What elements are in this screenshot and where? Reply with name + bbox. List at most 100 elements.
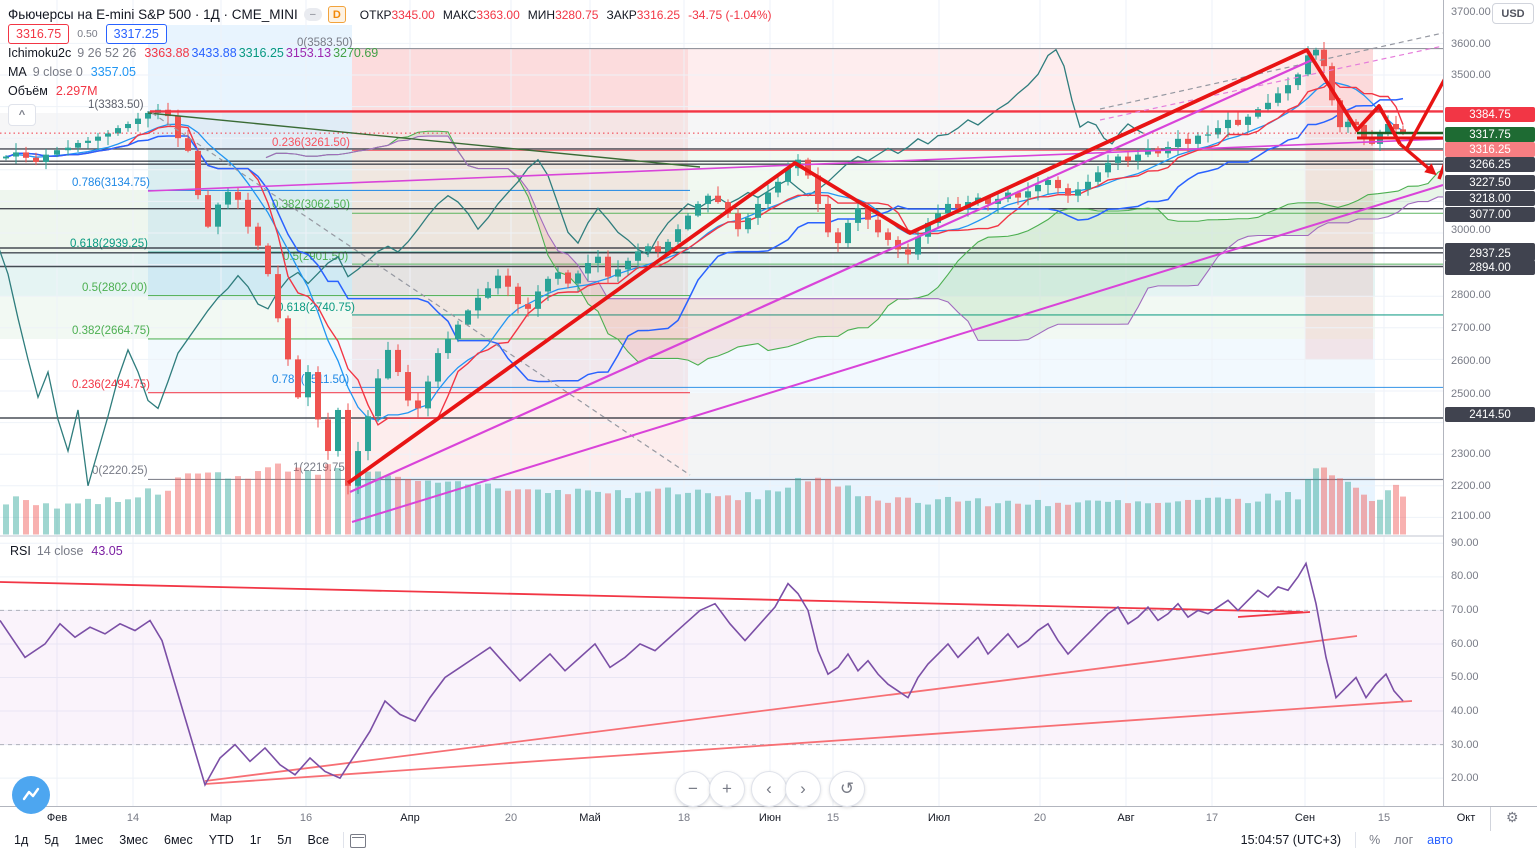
price-tick: 3600.00	[1451, 38, 1491, 50]
svg-text:0.618(2939.25): 0.618(2939.25)	[70, 238, 148, 250]
time-tick: Мар	[210, 812, 232, 824]
price-tick: 20.00	[1451, 772, 1479, 784]
time-tick: 17	[1205, 812, 1219, 824]
range-ytd[interactable]: YTD	[208, 833, 234, 847]
interval-badge[interactable]: D	[327, 6, 346, 23]
percent-scale-button[interactable]: %	[1369, 833, 1381, 847]
price-label-chip: 3266.25	[1445, 157, 1535, 172]
range-5d[interactable]: 5д	[44, 833, 59, 847]
reset-button[interactable]: ↺	[829, 771, 865, 807]
price-label-chip: 3317.75	[1445, 127, 1535, 142]
currency-button[interactable]: USD	[1492, 3, 1534, 24]
clock-label[interactable]: 15:04:57 (UTC+3)	[1240, 833, 1342, 847]
gear-icon[interactable]: ⚙	[1506, 809, 1519, 825]
price-tick: 60.00	[1451, 638, 1479, 650]
calendar-icon[interactable]	[350, 834, 367, 848]
price-tick: 2300.00	[1451, 448, 1491, 460]
time-tick: 15	[826, 812, 840, 824]
rsi-pane	[0, 561, 1443, 787]
time-axis[interactable]: ⚙ Фев 14 Мар 16 Апр 20 Май 18 Июн 15 Июл 20 Авг 17 Сен…	[0, 806, 1537, 832]
tradingview-logo[interactable]	[12, 776, 50, 814]
price-tick: 2600.00	[1451, 355, 1491, 367]
scroll-left-button[interactable]: ‹	[751, 771, 787, 807]
time-tick: Авг	[1117, 812, 1135, 824]
rsi-args: 14 close	[36, 543, 84, 558]
ichimoku-values: 3363.88 3433.88 3316.25 3153.13 3270.69	[142, 44, 378, 62]
ohlc-label: ОТКР	[359, 7, 392, 22]
time-tick: Май	[579, 812, 601, 824]
buy-button[interactable]: 3317.25	[105, 23, 167, 44]
time-tick: Сен	[1294, 812, 1316, 824]
range-3m[interactable]: 3мес	[119, 833, 148, 847]
time-tick: 20	[504, 812, 518, 824]
ohlc-value: 3363.00	[476, 7, 520, 22]
range-all[interactable]: Все	[307, 833, 330, 847]
range-1y[interactable]: 1г	[249, 833, 262, 847]
range-6m[interactable]: 6мес	[164, 833, 193, 847]
time-tick: 20	[1033, 812, 1047, 824]
price-tick: 3700.00	[1451, 6, 1491, 18]
ohlc-label: ЗАКР	[606, 7, 637, 22]
price-tick: 3000.00	[1451, 224, 1491, 236]
price-label-chip: 3227.50	[1445, 175, 1535, 190]
ichimoku-legend-row[interactable]: Ichimoku2c 9 26 52 26 3363.88 3433.88 3316…	[8, 43, 771, 62]
price-tick: 2100.00	[1451, 510, 1491, 522]
price-tick: 80.00	[1451, 570, 1479, 582]
ma-value: 3357.05	[90, 64, 136, 79]
svg-text:0(3583.50): 0(3583.50)	[297, 37, 353, 49]
svg-text:0.786(3134.75): 0.786(3134.75)	[72, 177, 150, 189]
symbol-row[interactable]: Фьючерсы на E-mini S&P 500 · 1Д · CME_MI…	[8, 5, 771, 24]
price-label-chip: 2414.50	[1445, 407, 1535, 422]
zoom-in-button[interactable]: +	[709, 771, 745, 807]
range-1d[interactable]: 1д	[14, 833, 29, 847]
price-label-chip: 3384.75	[1445, 107, 1535, 122]
price-label-chip: 3316.25	[1445, 142, 1535, 157]
rsi-legend-row[interactable]: RSI 14 close 43.05	[10, 541, 123, 560]
sell-button[interactable]: 3316.75	[8, 23, 70, 44]
ma-args: 9 close 0	[32, 64, 83, 79]
bottom-toolbar: 1д 5д 1мес 3мес 6мес YTD 1г 5л Все 15:04:57 (UTC…	[0, 831, 1537, 850]
svg-text:0.5(2802.00): 0.5(2802.00)	[82, 282, 147, 294]
ohlc-value: 3280.75	[555, 7, 599, 22]
price-tick: 3500.00	[1451, 69, 1491, 81]
toolbar-divider-2	[1355, 832, 1357, 848]
svg-text:0.236(3261.50): 0.236(3261.50)	[272, 137, 350, 149]
zoom-out-button[interactable]: −	[675, 771, 711, 807]
volume-name: Объём	[8, 83, 48, 98]
price-tick: 30.00	[1451, 739, 1479, 751]
time-tick: Апр	[400, 812, 420, 824]
price-tick: 90.00	[1451, 537, 1479, 549]
time-tick: Окт	[1456, 812, 1476, 824]
rsi-value: 43.05	[91, 543, 123, 558]
collapse-badge-icon[interactable]: –	[303, 8, 322, 21]
scroll-right-button[interactable]: ›	[785, 771, 821, 807]
svg-text:0.382(2664.75): 0.382(2664.75)	[72, 325, 150, 337]
range-5y[interactable]: 5л	[277, 833, 292, 847]
log-scale-button[interactable]: лог	[1394, 833, 1414, 847]
svg-text:1(3383.50): 1(3383.50)	[88, 99, 144, 111]
ichimoku-value: 3316.25	[238, 45, 284, 60]
auto-scale-button[interactable]: авто	[1427, 833, 1453, 847]
ma-name: MA	[8, 64, 27, 79]
collapse-pane-button[interactable]: ^	[8, 104, 36, 126]
time-tick: 16	[299, 812, 313, 824]
symbol-title[interactable]: Фьючерсы на E-mini S&P 500 · 1Д · CME_MI…	[8, 7, 298, 22]
price-tick: 2500.00	[1451, 388, 1491, 400]
ichimoku-args: 9 26 52 26	[77, 45, 137, 60]
toolbar-right-group: 15:04:57 (UTC+3) % лог авто	[1233, 831, 1460, 849]
ohlc-values: ОТКР3345.00 МАКС3363.00 МИН3280.75 ЗАКР3316…	[352, 6, 772, 24]
bid-ask-row: 3316.75 0.50 3317.25	[8, 23, 771, 44]
ohlc-value: 3345.00	[391, 7, 435, 22]
price-axis[interactable]: 3700.00 3600.00 3500.00 3000.00 2800.00 2700.…	[1443, 0, 1537, 830]
price-label-chip: 2937.25	[1445, 246, 1535, 261]
volume-value: 2.297M	[55, 83, 98, 98]
price-label-chip: 3077.00	[1445, 207, 1535, 222]
ichimoku-value: 3433.88	[191, 45, 237, 60]
ohlc-value: 3316.25	[636, 7, 681, 22]
range-1m[interactable]: 1мес	[74, 833, 104, 847]
volume-legend-row[interactable]: Объём 2.297M	[8, 81, 771, 100]
ma-legend-row[interactable]: MA 9 close 0 3357.05	[8, 62, 771, 81]
price-tick: 40.00	[1451, 705, 1479, 717]
